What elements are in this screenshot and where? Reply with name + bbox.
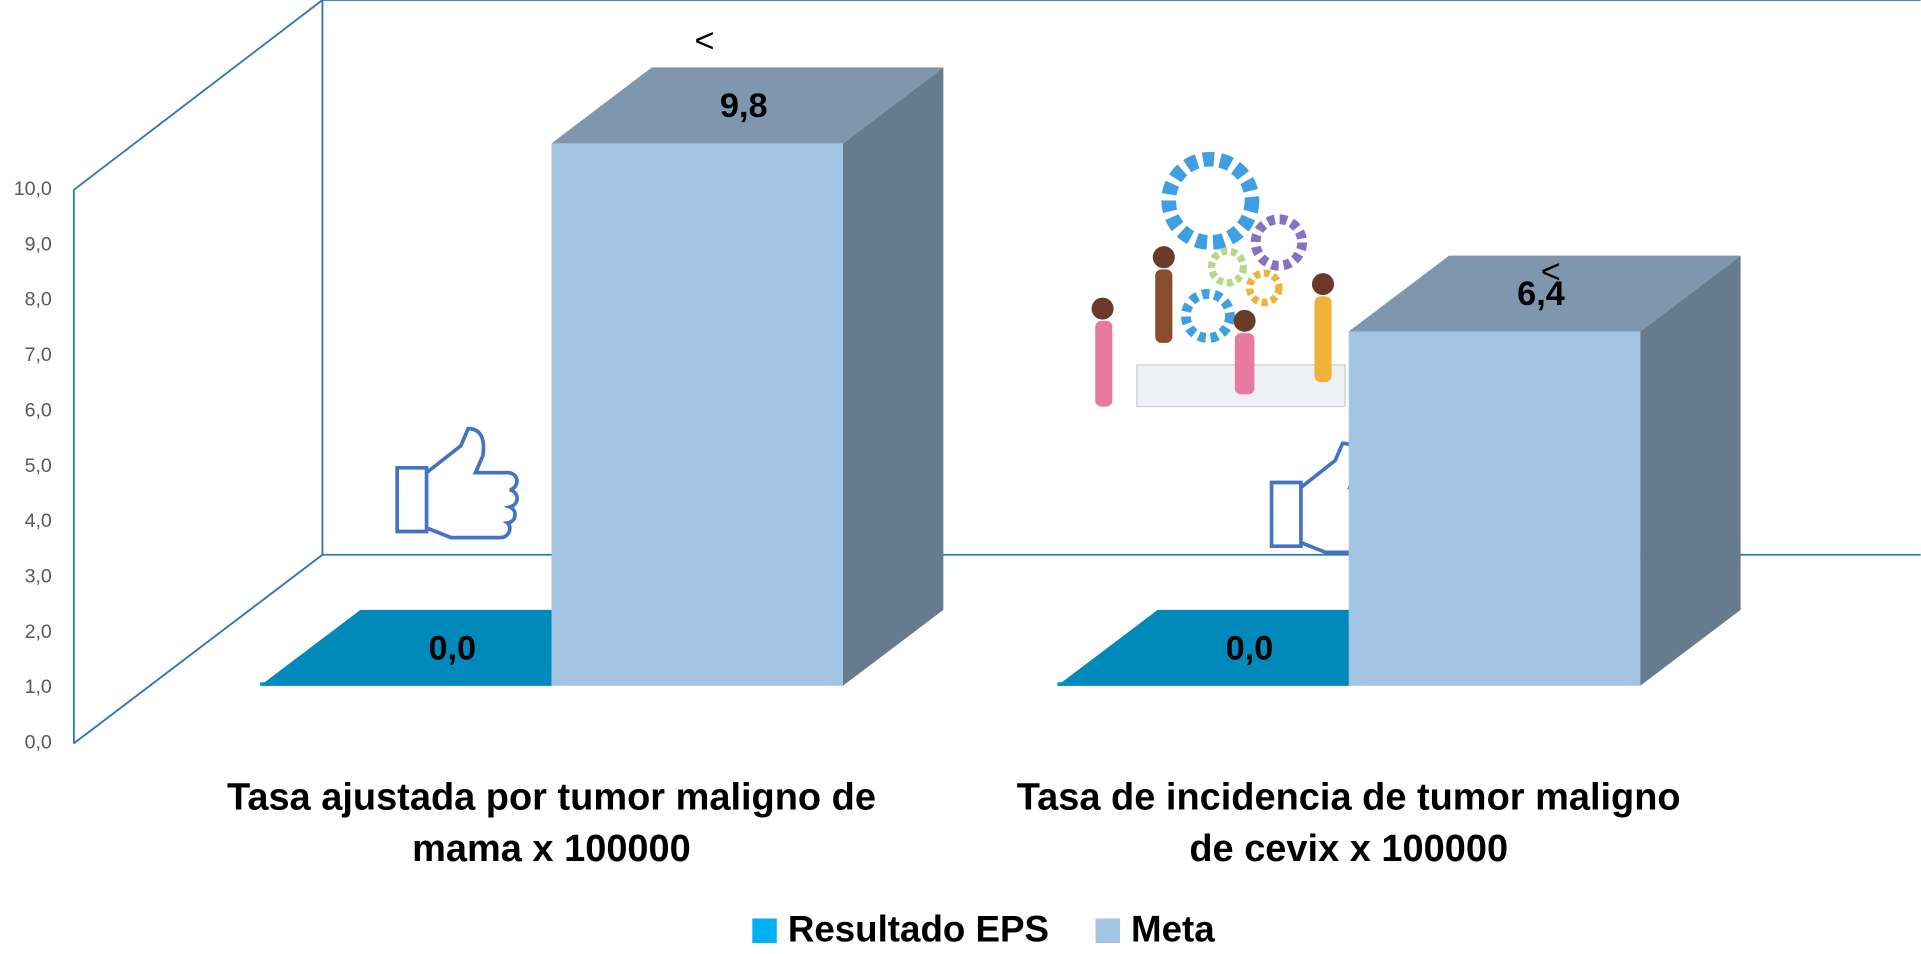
category-label-box: Tasa ajustada por tumor maligno de mama … <box>226 775 876 870</box>
y-tick-label: 5,0 <box>25 455 52 477</box>
y-tick-label: 0,0 <box>25 732 52 754</box>
bar-side <box>1640 255 1741 686</box>
value-label: 9,8 <box>720 87 768 125</box>
x-category-label: Tasa ajustada por tumor maligno de mama … <box>226 775 876 870</box>
bar <box>551 67 944 686</box>
bar <box>1348 255 1741 686</box>
bar-front <box>1348 331 1641 686</box>
legend-swatch <box>752 918 777 943</box>
annotation: < <box>1541 253 1561 291</box>
annotation: < <box>695 22 715 60</box>
bar-top <box>1348 255 1741 332</box>
y-tick-label: 6,0 <box>25 399 52 421</box>
category-label-box: Tasa de incidencia de tumor maligno de c… <box>1016 775 1681 870</box>
value-label: 6,4 <box>1517 275 1565 313</box>
y-tick-label: 9,0 <box>25 233 52 255</box>
y-tick-label: 4,0 <box>25 510 52 532</box>
bar-top <box>551 67 944 144</box>
bar-side <box>842 67 944 686</box>
y-tick-label: 3,0 <box>25 565 52 587</box>
y-tick-label: 2,0 <box>25 621 52 643</box>
y-tick-label: 7,0 <box>25 344 52 366</box>
legend: Resultado EPS Meta <box>752 909 1215 950</box>
legend-label: Resultado EPS <box>788 909 1049 950</box>
y-tick-label: 1,0 <box>25 676 52 698</box>
x-category-label: Tasa de incidencia de tumor maligno de c… <box>1016 775 1681 870</box>
bar-front <box>551 143 843 686</box>
illustration <box>1091 151 1346 408</box>
y-tick-label: 10,0 <box>14 178 52 200</box>
value-label: 0,0 <box>1226 629 1274 667</box>
legend-label: Meta <box>1131 909 1215 950</box>
y-tick-label: 8,0 <box>25 289 52 311</box>
legend-swatch <box>1095 918 1121 943</box>
value-label: 0,0 <box>428 629 476 667</box>
